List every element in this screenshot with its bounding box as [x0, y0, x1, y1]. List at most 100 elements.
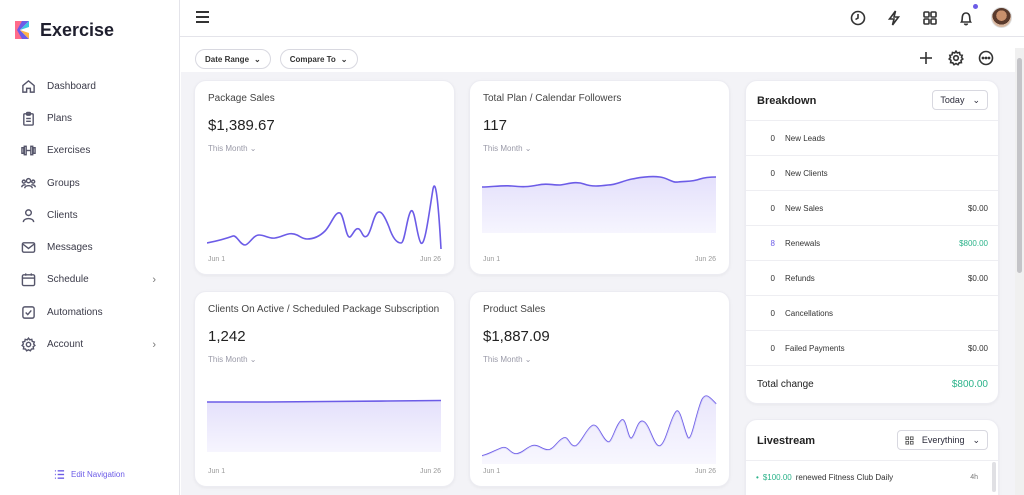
row-label: Renewals	[785, 238, 821, 248]
breakdown-card: Breakdown Today ⌄ 0 New Leads 0 New Clients…	[745, 80, 999, 404]
sidebar-item-account[interactable]: Account ›	[0, 328, 180, 360]
card-title: Package Sales	[208, 93, 275, 104]
chevron-right-icon[interactable]: ›	[152, 273, 156, 286]
page-scrollbar[interactable]	[1015, 48, 1024, 495]
breakdown-total-row: Total change $800.00	[746, 365, 998, 403]
sidebar: Exercise Dashboard Plans Exercises Group…	[0, 0, 180, 495]
row-label: New Clients	[785, 168, 828, 178]
row-amount: $800.00	[959, 238, 988, 248]
x-axis-start: Jun 1	[208, 468, 226, 475]
row-count: 0	[770, 273, 775, 283]
livestream-filter-select[interactable]: Everything ⌄	[896, 430, 988, 450]
row-label: Cancellations	[785, 308, 834, 318]
row-label: New Sales	[785, 203, 824, 213]
period-label: This Month	[208, 355, 248, 364]
chevron-down-icon: ⌄	[254, 54, 261, 64]
dumbbell-icon	[21, 145, 36, 156]
x-axis-start: Jun 1	[483, 256, 501, 263]
clock-icon[interactable]	[847, 7, 868, 28]
total-amount: $800.00	[951, 379, 988, 390]
date-range-dropdown[interactable]: Date Range ⌄	[195, 49, 271, 69]
sidebar-item-label: Schedule	[47, 274, 89, 286]
avatar[interactable]	[991, 7, 1012, 28]
x-axis-end: Jun 26	[694, 468, 716, 475]
mail-icon	[21, 242, 36, 254]
livestream-card: Livestream Everything ⌄ • $100.00 renewed…	[745, 419, 999, 495]
breakdown-row: 0 Refunds $0.00	[746, 260, 998, 295]
livestream-item[interactable]: • $100.00 renewed Fitness Club Daily	[756, 473, 893, 482]
menu-icon[interactable]	[196, 11, 209, 23]
period-dropdown[interactable]: This Month ⌄	[483, 355, 532, 364]
package-sales-chart	[207, 185, 442, 250]
row-count: 0	[770, 308, 775, 318]
active-subscriptions-card[interactable]: Clients On Active / Scheduled Package Su…	[194, 291, 455, 487]
active-subscriptions-chart	[207, 399, 442, 452]
bell-icon[interactable]	[955, 4, 978, 28]
livestream-scrollbar[interactable]	[992, 462, 996, 492]
breakdown-period-select[interactable]: Today ⌄	[932, 90, 988, 110]
sidebar-item-exercises[interactable]: Exercises	[0, 135, 180, 167]
sidebar-item-schedule[interactable]: Schedule ›	[0, 264, 180, 296]
product-sales-chart	[482, 395, 717, 464]
scrollbar-thumb[interactable]	[1017, 58, 1022, 273]
card-title: Total Plan / Calendar Followers	[483, 93, 622, 104]
compare-to-dropdown[interactable]: Compare To ⌄	[279, 49, 358, 69]
row-count: 8	[770, 238, 775, 248]
row-count: 0	[770, 203, 775, 213]
breakdown-row: 0 Cancellations	[746, 295, 998, 330]
livestream-text: renewed Fitness Club Daily	[795, 473, 894, 482]
breakdown-row: 8 Renewals $800.00	[746, 225, 998, 260]
group-icon	[21, 177, 36, 188]
sidebar-item-plans[interactable]: Plans	[0, 102, 180, 134]
sidebar-item-automations[interactable]: Automations	[0, 296, 180, 328]
breakdown-row: 0 New Clients	[746, 155, 998, 190]
breakdown-row: 0 Failed Payments $0.00	[746, 330, 998, 365]
apps-grid-icon	[905, 435, 914, 445]
sidebar-item-messages[interactable]: Messages	[0, 231, 180, 263]
edit-navigation-link[interactable]: Edit Navigation	[54, 469, 125, 480]
period-dropdown[interactable]: This Month ⌄	[483, 144, 532, 153]
breakdown-period-label: Today	[940, 95, 965, 105]
card-title: Clients On Active / Scheduled Package Su…	[208, 304, 440, 315]
plan-followers-card[interactable]: Total Plan / Calendar Followers 117 This…	[469, 80, 730, 275]
x-axis-end: Jun 26	[694, 256, 716, 263]
period-dropdown[interactable]: This Month ⌄	[208, 355, 257, 364]
livestream-amount: $100.00	[762, 473, 792, 482]
product-sales-card[interactable]: Product Sales $1,887.09 This Month ⌄ Jun…	[469, 291, 730, 487]
row-count: 0	[770, 343, 775, 353]
x-axis-start: Jun 1	[483, 468, 501, 475]
sidebar-item-label: Clients	[47, 209, 78, 221]
sidebar-nav: Dashboard Plans Exercises Groups Clients…	[0, 70, 180, 361]
sidebar-item-dashboard[interactable]: Dashboard	[0, 70, 180, 102]
sidebar-item-groups[interactable]: Groups	[0, 167, 180, 199]
card-title: Product Sales	[483, 304, 546, 315]
sidebar-item-label: Dashboard	[47, 80, 96, 92]
x-axis-end: Jun 26	[419, 256, 441, 263]
dashboard-content: Package Sales $1,389.67 This Month ⌄ Jun…	[181, 72, 1015, 495]
sidebar-item-clients[interactable]: Clients	[0, 199, 180, 231]
sidebar-item-label: Account	[47, 339, 84, 351]
card-value: 117	[483, 117, 507, 134]
breakdown-title: Breakdown	[757, 95, 817, 107]
sidebar-item-label: Messages	[47, 242, 93, 254]
plus-icon[interactable]	[918, 50, 934, 66]
period-dropdown[interactable]: This Month ⌄	[208, 144, 257, 153]
row-label: Failed Payments	[785, 343, 845, 353]
user-icon	[22, 209, 35, 223]
apps-grid-icon[interactable]	[919, 7, 940, 28]
settings-icon[interactable]	[948, 50, 964, 66]
more-icon[interactable]	[978, 50, 994, 66]
card-value: $1,389.67	[208, 117, 275, 134]
package-sales-card[interactable]: Package Sales $1,389.67 This Month ⌄ Jun…	[194, 80, 455, 275]
period-label: This Month	[208, 144, 248, 153]
livestream-time: 4h	[970, 474, 978, 481]
lightning-icon[interactable]	[883, 7, 904, 28]
compare-to-label: Compare To	[289, 54, 336, 64]
sidebar-item-label: Automations	[47, 306, 103, 318]
chevron-right-icon[interactable]: ›	[152, 338, 156, 351]
row-count: 0	[770, 133, 775, 143]
sidebar-item-label: Plans	[47, 112, 73, 124]
sidebar-item-label: Exercises	[47, 145, 91, 157]
app-logo[interactable]: Exercise	[12, 19, 114, 41]
plan-followers-chart	[482, 175, 717, 233]
